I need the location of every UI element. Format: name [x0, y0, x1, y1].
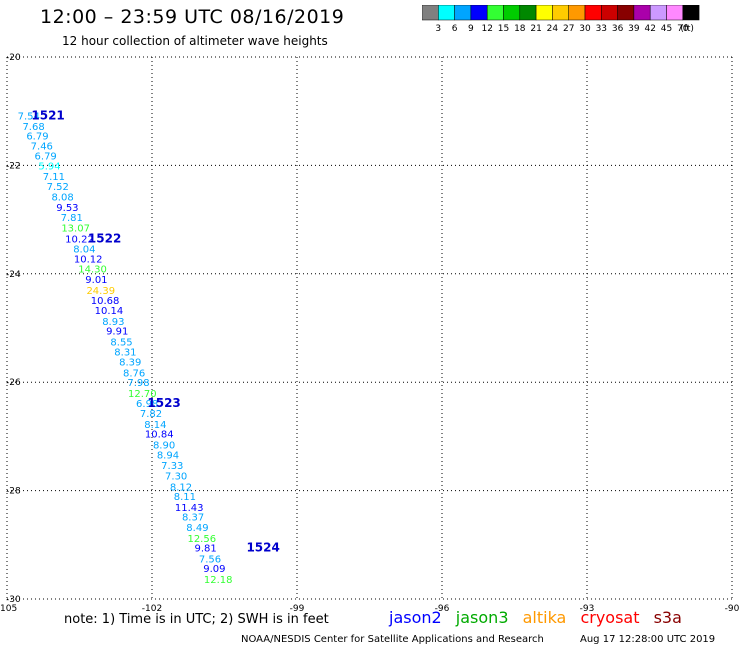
- wave-height-label: 7.30: [165, 471, 187, 482]
- wave-height-label: 8.04: [73, 244, 95, 255]
- wave-height-label: 7.11: [43, 172, 65, 183]
- wave-height-label: 12.18: [204, 575, 233, 586]
- wave-height-label: 7.54: [18, 112, 40, 123]
- wave-height-label: 9.81: [195, 544, 217, 555]
- wave-height-label: 9.53: [56, 203, 78, 214]
- wave-height-label: 5.94: [38, 161, 60, 172]
- wave-height-label: 10.12: [74, 255, 103, 266]
- colorbar-unit: (ft): [680, 24, 694, 34]
- y-tick-label: -30: [6, 595, 21, 605]
- colorbar-tick-label: 6: [452, 24, 458, 34]
- footer-timestamp: Aug 17 12:28:00 UTC 2019: [580, 634, 716, 645]
- x-tick-label: -99: [290, 604, 305, 612]
- wave-height-label: 9.91: [106, 327, 128, 338]
- x-tick-label: -102: [142, 604, 162, 612]
- wave-height-label: 14.30: [78, 264, 107, 275]
- wave-height-label: 6.79: [26, 132, 48, 143]
- wave-height-label: 8.39: [119, 358, 141, 369]
- wave-height-label: 10.14: [95, 306, 124, 317]
- satellite-s3a: s3a: [653, 608, 682, 627]
- colorbar-tick-label: 27: [563, 24, 574, 34]
- satellite-cryosat: cryosat: [580, 608, 640, 627]
- wave-height-label: 7.46: [31, 141, 53, 152]
- wave-height-label: 8.94: [157, 450, 179, 461]
- colorbar-tick-label: 9: [468, 24, 474, 34]
- wave-height-label: 8.55: [110, 338, 132, 349]
- chart-subtitle: 12 hour collection of altimeter wave hei…: [62, 34, 328, 48]
- colorbar-tick-label: 30: [579, 24, 591, 34]
- colorbar-tick-label: 12: [481, 24, 492, 34]
- wave-height-label: 8.08: [51, 192, 73, 203]
- colorbar-tick-label: 45: [661, 24, 672, 34]
- colorbar-swatch: [682, 5, 700, 21]
- y-tick-label: -24: [6, 270, 21, 280]
- wave-height-label: 7.56: [199, 554, 221, 565]
- wave-height-plot: -20 -22 -24 -26 -28 -30-105 -102 -99 -96 -93 -90 7.…: [0, 53, 740, 612]
- wave-height-label: 8.14: [144, 420, 166, 431]
- wave-height-label: 8.90: [153, 441, 175, 452]
- wave-height-label: 10.22: [65, 235, 94, 246]
- colorbar-tick-label: 42: [644, 24, 655, 34]
- wave-height-label: 8.93: [102, 317, 124, 328]
- wave-height-label: 8.12: [170, 482, 192, 493]
- wave-height-label: 6.98: [136, 399, 158, 410]
- y-tick-label: -20: [6, 53, 21, 63]
- colorbar-tick-label: 3: [435, 24, 441, 34]
- colorbar-tick-label: 18: [514, 24, 526, 34]
- wave-height-label: 24.39: [86, 286, 115, 297]
- colorbar-tick-label: 33: [596, 24, 607, 34]
- satellite-legend: jason2 jason3 altika cryosat s3a: [389, 608, 691, 627]
- wave-height-label: 7.33: [161, 461, 183, 472]
- wave-height-label: 11.43: [175, 503, 204, 514]
- wave-height-label: 8.31: [114, 347, 136, 358]
- colorbar-tick-label: 36: [612, 24, 624, 34]
- satellite-altika: altika: [522, 608, 567, 627]
- orbit-track-label: 1522: [88, 232, 121, 246]
- colorbar-tick-label: 70: [677, 24, 689, 34]
- wave-height-label: 7.82: [140, 409, 162, 420]
- wave-height-label: 8.11: [174, 492, 196, 503]
- colorbar-tick-label: 24: [547, 24, 559, 34]
- wave-height-label: 13.07: [61, 224, 90, 235]
- orbit-track-label: 1521: [31, 109, 64, 123]
- wave-height-label: 10.68: [91, 296, 120, 307]
- x-tick-label: -90: [725, 604, 740, 612]
- orbit-track-label: 1524: [246, 541, 279, 555]
- wave-height-label: 8.49: [186, 523, 208, 534]
- colorbar-tick-label: 21: [530, 24, 541, 34]
- wave-height-label: 7.52: [47, 182, 69, 193]
- wave-height-label: 12.56: [187, 534, 216, 545]
- y-tick-label: -26: [6, 378, 21, 388]
- wave-height-label: 8.37: [182, 513, 204, 524]
- colorbar-tick-label: 39: [628, 24, 640, 34]
- satellite-jason3: jason3: [455, 608, 509, 627]
- color-legend: 3 6 9 12 15 18 21 24 27 30 33 36 39 42 45 70(ft): [422, 5, 700, 34]
- wave-height-label: 7.68: [22, 122, 44, 133]
- wave-height-label: 7.98: [127, 378, 149, 389]
- y-tick-label: -22: [6, 161, 21, 171]
- wave-height-label: 10.84: [145, 430, 174, 441]
- wave-height-label: 9.09: [203, 564, 225, 575]
- wave-height-label: 7.81: [61, 213, 83, 224]
- wave-height-label: 12.70: [128, 389, 157, 400]
- wave-height-label: 8.76: [123, 368, 145, 379]
- units-note: note: 1) Time is in UTC; 2) SWH is in fe…: [64, 612, 329, 627]
- x-tick-label: -105: [0, 604, 17, 612]
- wave-height-label: 6.79: [35, 152, 57, 163]
- chart-title: 12:00 – 23:59 UTC 08/16/2019: [40, 6, 345, 28]
- x-tick-label: -93: [580, 604, 595, 612]
- colorbar-tick-label: 15: [498, 24, 509, 34]
- orbit-track-label: 1523: [147, 396, 180, 410]
- x-tick-label: -96: [435, 604, 450, 612]
- wave-height-label: 9.01: [85, 275, 107, 286]
- footer-organization: NOAA/NESDIS Center for Satellite Applica…: [241, 634, 544, 645]
- y-tick-label: -28: [6, 487, 21, 497]
- satellite-jason2: jason2: [389, 608, 442, 627]
